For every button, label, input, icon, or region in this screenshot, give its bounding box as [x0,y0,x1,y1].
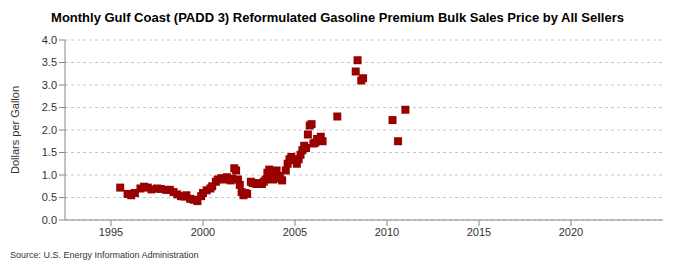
html-text:Monthly Gulf Coast (PADD 3) Re: Monthly Gulf Coast (PADD 3) Reformulated… [51,10,624,25]
svg-text:2020: 2020 [559,226,583,238]
svg-text:2.0: 2.0 [42,124,57,136]
svg-text:Dollars per Gallon: Dollars per Gallon [9,86,21,174]
svg-text:4.0: 4.0 [42,34,57,46]
svg-text:2010: 2010 [375,226,399,238]
svg-text:3.5: 3.5 [42,56,57,68]
svg-text:1995: 1995 [99,226,123,238]
svg-text:0.5: 0.5 [42,191,57,203]
svg-text:1.5: 1.5 [42,146,57,158]
html-text:Source: U.S. Energy Informatio: Source: U.S. Energy Information Administ… [10,250,199,260]
svg-text:1.0: 1.0 [42,169,57,181]
svg-text:2000: 2000 [191,226,215,238]
svg-text:0.0: 0.0 [42,214,57,226]
svg-text:2015: 2015 [467,226,491,238]
svg-text:2005: 2005 [283,226,307,238]
svg-text:3.0: 3.0 [42,79,57,91]
svg-text:2.5: 2.5 [42,101,57,113]
